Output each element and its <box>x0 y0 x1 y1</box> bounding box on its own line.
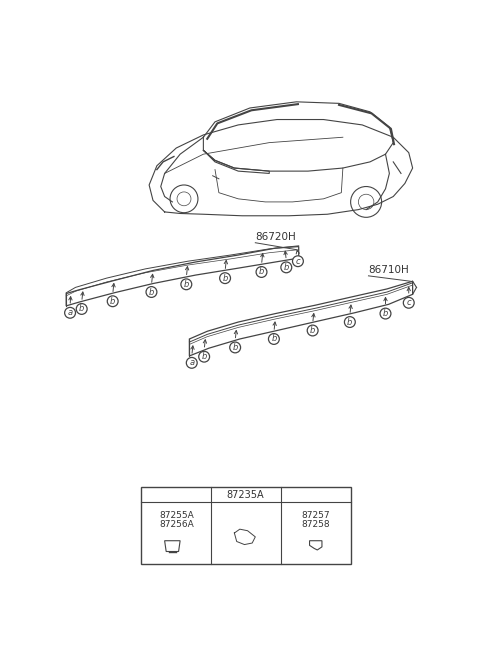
Text: 86720H: 86720H <box>255 232 296 242</box>
FancyBboxPatch shape <box>142 487 350 564</box>
Circle shape <box>268 334 279 344</box>
Text: b: b <box>216 490 222 499</box>
Circle shape <box>256 266 267 277</box>
Circle shape <box>230 342 240 353</box>
Text: b: b <box>284 263 289 272</box>
Circle shape <box>220 273 230 283</box>
Circle shape <box>146 287 157 297</box>
Circle shape <box>380 308 391 319</box>
Text: c: c <box>296 256 300 266</box>
Text: b: b <box>110 297 115 306</box>
Text: a: a <box>189 358 194 367</box>
Circle shape <box>76 304 87 314</box>
Text: 87256A: 87256A <box>159 520 193 529</box>
Text: 87257: 87257 <box>301 512 330 520</box>
Circle shape <box>292 256 303 266</box>
Text: b: b <box>271 335 276 344</box>
Text: b: b <box>383 309 388 318</box>
Text: b: b <box>259 268 264 276</box>
Text: b: b <box>79 304 84 314</box>
Circle shape <box>403 297 414 308</box>
Text: b: b <box>149 287 154 297</box>
Text: c: c <box>286 490 291 499</box>
Text: b: b <box>310 326 315 335</box>
Text: a: a <box>68 308 72 318</box>
Circle shape <box>181 279 192 290</box>
Circle shape <box>199 352 210 362</box>
Text: b: b <box>222 274 228 283</box>
Text: c: c <box>407 298 411 307</box>
Circle shape <box>107 296 118 306</box>
Text: 87235A: 87235A <box>227 489 264 499</box>
Text: 87258: 87258 <box>301 520 330 529</box>
Text: b: b <box>232 343 238 352</box>
Text: b: b <box>202 352 207 361</box>
Circle shape <box>283 489 294 500</box>
Text: 87255A: 87255A <box>159 512 193 520</box>
Circle shape <box>214 489 224 500</box>
Circle shape <box>65 308 75 318</box>
Circle shape <box>186 358 197 368</box>
Text: 86710H: 86710H <box>369 265 409 275</box>
Circle shape <box>345 317 355 327</box>
Circle shape <box>144 489 155 500</box>
Text: a: a <box>146 490 152 499</box>
Circle shape <box>307 325 318 336</box>
Text: b: b <box>184 280 189 289</box>
Text: b: b <box>347 318 352 327</box>
Circle shape <box>281 262 292 273</box>
